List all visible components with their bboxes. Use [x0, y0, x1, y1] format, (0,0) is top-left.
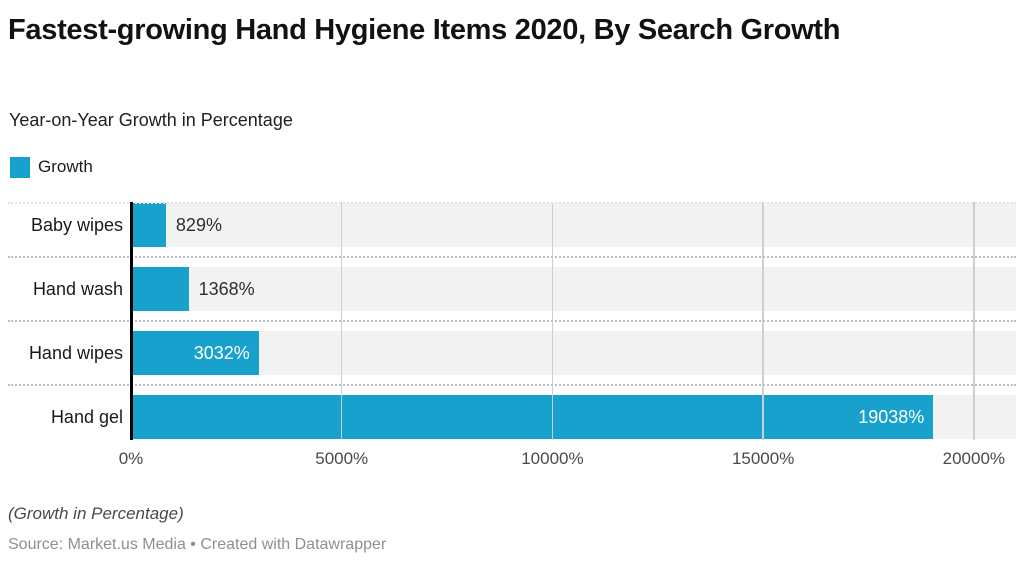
chart-source: Source: Market.us Media • Created with D…	[8, 536, 387, 553]
bar-track: 19038%	[131, 395, 1016, 439]
legend-swatch-icon	[10, 156, 30, 178]
bar-track: 829%	[131, 203, 1016, 247]
chart-title: Fastest-growing Hand Hygiene Items 2020,…	[8, 14, 841, 46]
legend: Growth	[10, 156, 93, 178]
category-label: Hand wipes	[28, 343, 123, 363]
legend-label: Growth	[38, 157, 93, 176]
x-axis-tick-label: 10000%	[521, 449, 584, 468]
row-separator-line	[8, 256, 1016, 258]
row-separator-line	[8, 202, 1016, 204]
chart-note: (Growth in Percentage)	[8, 504, 184, 523]
row-separator-line	[8, 384, 1016, 386]
bar-hand-wash	[131, 267, 189, 311]
value-label: 1368%	[198, 278, 255, 299]
category-label: Baby wipes	[30, 215, 123, 235]
value-label: 829%	[175, 214, 222, 235]
x-axis-ticks: 0% 5000% 10000% 15000% 20000%	[0, 449, 1024, 471]
bar-hand-wipes	[131, 331, 259, 375]
value-label: 19038%	[858, 406, 925, 427]
bar-baby-wipes	[131, 203, 166, 247]
bar-hand-gel	[131, 395, 934, 439]
category-label: Hand wash	[32, 279, 123, 299]
x-axis-tick-label: 20000%	[942, 449, 1006, 468]
x-axis-tick-label: 15000%	[731, 449, 795, 468]
row-separator-line	[8, 320, 1016, 322]
x-axis-tick-label: 0%	[118, 449, 144, 468]
x-axis-tick-label: 5000%	[315, 449, 369, 468]
chart-subtitle: Year-on-Year Growth in Percentage	[9, 110, 293, 130]
y-axis-zero-line	[129, 202, 133, 440]
bar-track: 3032%	[131, 331, 1016, 375]
category-label: Hand gel	[50, 407, 123, 427]
value-label: 3032%	[193, 342, 250, 363]
bar-track: 1368%	[131, 267, 1016, 311]
bar-chart-plot-area: Baby wipes 829% Hand wash 1368% Hand wipes 30…	[0, 202, 1024, 440]
